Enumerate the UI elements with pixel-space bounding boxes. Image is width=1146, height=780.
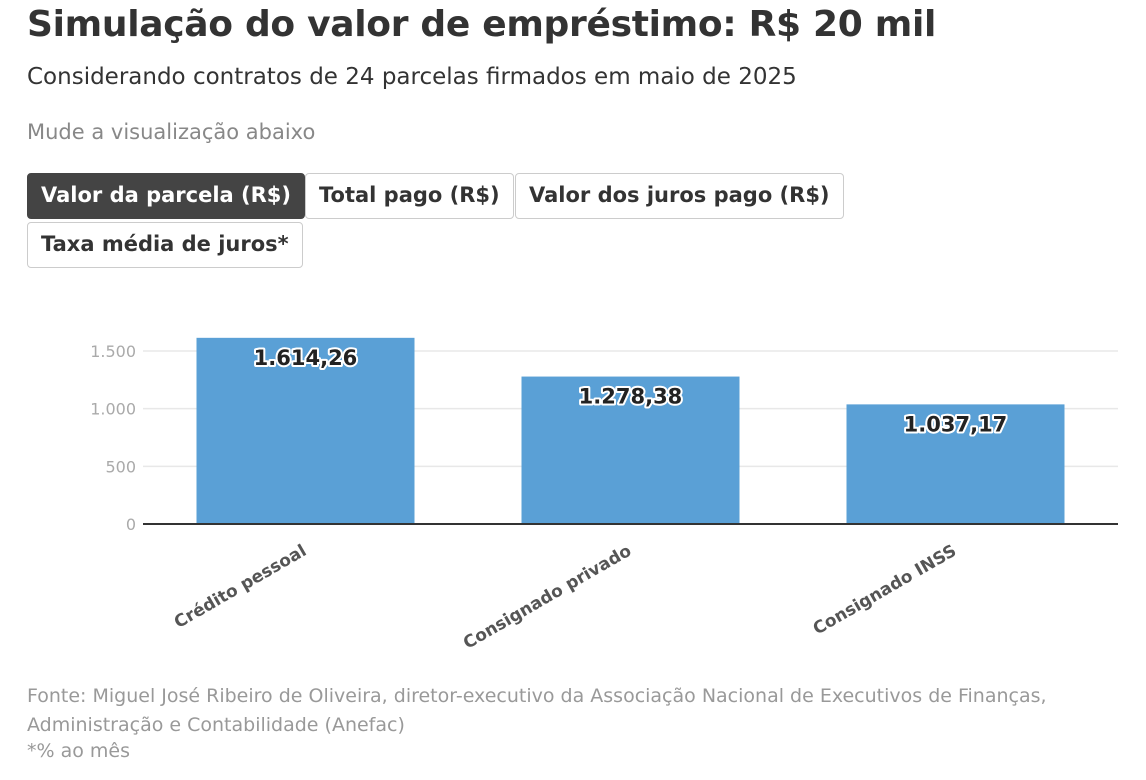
footnote: *% ao mês <box>27 740 130 762</box>
y-tick-label: 1.000 <box>90 400 136 419</box>
source-note: Fonte: Miguel José Ribeiro de Oliveira, … <box>27 685 1047 736</box>
bar <box>846 404 1065 524</box>
bar <box>521 376 740 524</box>
bar <box>196 337 415 524</box>
tab-valor-da-parcela[interactable]: Valor da parcela (R$) <box>27 173 305 219</box>
bar-chart: 0 500 1.000 1.500 1.614,26 Crédito pessoal 1.2… <box>90 337 1118 654</box>
data-label: 1.037,17 <box>904 412 1008 436</box>
data-label: 1.614,26 <box>254 346 358 370</box>
x-tick-label: Consignado INSS <box>810 541 960 639</box>
tab-total-pago[interactable]: Total pago (R$) <box>305 173 514 219</box>
tab-valor-dos-juros-pago[interactable]: Valor dos juros pago (R$) <box>515 173 844 219</box>
x-tick-label: Consignado privado <box>460 541 635 654</box>
y-tick-label: 1.500 <box>90 342 136 361</box>
chart-title: Simulação do valor de empréstimo: R$ 20 … <box>27 4 937 45</box>
y-tick-label: 500 <box>105 457 136 476</box>
data-label: 1.278,38 <box>579 385 683 409</box>
y-tick-label: 0 <box>126 515 136 534</box>
chart-subtitle: Considerando contratos de 24 parcelas fi… <box>27 64 797 90</box>
x-tick-label: Crédito pessoal <box>171 541 310 633</box>
tab-taxa-media-de-juros[interactable]: Taxa média de juros* <box>27 222 303 268</box>
visualization-hint: Mude a visualização abaixo <box>27 120 316 144</box>
